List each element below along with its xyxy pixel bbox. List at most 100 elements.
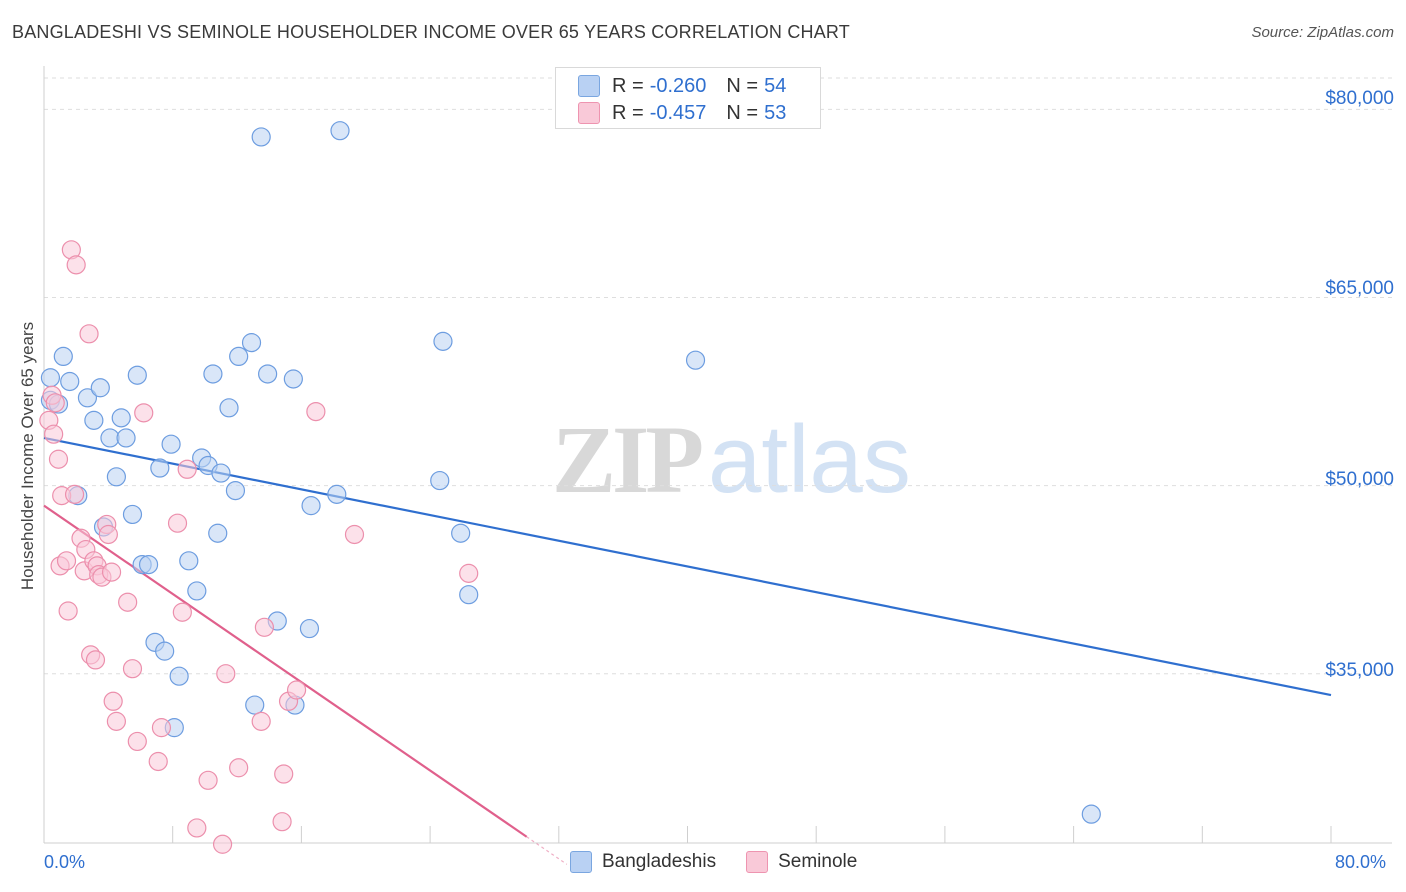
gridlines (44, 77, 1392, 675)
point-bangladeshis (40, 368, 61, 388)
point-seminole (44, 424, 64, 444)
axes (43, 66, 1392, 844)
point-seminole (103, 691, 123, 711)
point-bangladeshis (60, 371, 80, 392)
r-value: -0.260 (649, 74, 707, 97)
point-bangladeshis (138, 554, 159, 575)
point-bangladeshis (258, 364, 278, 384)
point-bangladeshis (111, 408, 131, 428)
y-tick-label-50000: $50,000 (1325, 469, 1394, 490)
point-bangladeshis (327, 484, 347, 504)
point-bangladeshis (116, 428, 136, 448)
point-seminole (187, 818, 207, 838)
point-seminole (272, 812, 292, 832)
point-bangladeshis (208, 523, 228, 543)
data-points (39, 121, 1101, 854)
n-label: N = (726, 101, 759, 124)
point-bangladeshis (219, 398, 239, 418)
point-seminole (229, 758, 249, 778)
point-bangladeshis (283, 369, 303, 389)
blue-swatch (570, 851, 592, 873)
point-bangladeshis (459, 585, 479, 605)
legend-label-seminole: Seminole (778, 851, 858, 872)
point-seminole (79, 324, 99, 344)
point-seminole (251, 711, 271, 731)
y-tick-label-80000: $80,000 (1325, 88, 1394, 109)
point-seminole (48, 449, 69, 469)
point-bangladeshis (187, 581, 207, 601)
point-bangladeshis (211, 463, 231, 483)
legend-item-bangladeshis[interactable]: Bangladeshis (570, 851, 716, 873)
point-seminole (148, 751, 168, 772)
point-seminole (98, 524, 118, 545)
point-seminole (212, 834, 233, 854)
point-seminole (106, 711, 126, 731)
r-label: R = (612, 101, 644, 124)
point-seminole (134, 403, 154, 423)
y-tick-label-65000: $65,000 (1325, 278, 1394, 299)
point-seminole (306, 401, 326, 422)
point-bangladeshis (127, 365, 147, 385)
point-seminole (66, 255, 86, 275)
trend-lines (43, 436, 1332, 865)
point-bangladeshis (251, 127, 271, 147)
point-bangladeshis (155, 641, 175, 661)
point-seminole (127, 731, 147, 752)
legend-row-seminole: R = -0.457 N = 53 (578, 100, 786, 126)
n-value: 53 (764, 101, 787, 124)
pink-swatch (746, 851, 769, 873)
correlation-legend: R = -0.260 N = 54 R = -0.457 N = 53 (555, 67, 821, 129)
point-seminole (85, 650, 106, 670)
point-seminole (58, 601, 78, 621)
point-seminole (216, 664, 236, 684)
point-bangladeshis (161, 434, 181, 454)
point-bangladeshis (169, 666, 189, 686)
point-bangladeshis (150, 458, 170, 478)
point-bangladeshis (685, 350, 706, 370)
point-bangladeshis (100, 428, 120, 448)
point-seminole (118, 592, 138, 612)
point-seminole (64, 484, 85, 504)
point-bangladeshis (330, 121, 350, 141)
point-bangladeshis (179, 551, 199, 571)
source-label: Source: ZipAtlas.com (1251, 24, 1394, 41)
point-bangladeshis (245, 695, 265, 715)
pink-swatch (578, 102, 600, 124)
point-bangladeshis (53, 346, 73, 367)
point-bangladeshis (301, 496, 321, 516)
point-seminole (172, 602, 192, 622)
point-seminole (167, 513, 188, 533)
r-value: -0.457 (649, 101, 707, 124)
trend-line-seminole-extension (526, 836, 568, 865)
point-seminole (459, 563, 479, 583)
blue-swatch (578, 75, 600, 97)
point-bangladeshis (433, 331, 453, 351)
chart-title: BANGLADESHI VS SEMINOLE HOUSEHOLDER INCO… (12, 22, 850, 42)
r-label: R = (612, 74, 644, 97)
point-bangladeshis (225, 480, 246, 501)
x-tick-label-min: 0.0% (44, 852, 86, 872)
legend-item-seminole[interactable]: Seminole (746, 851, 857, 873)
legend-row-bangladeshis: R = -0.260 N = 54 (578, 73, 786, 99)
point-bangladeshis (106, 467, 126, 487)
point-seminole (122, 659, 143, 679)
point-bangladeshis (430, 470, 450, 491)
x-tick-label-max: 80.0% (1335, 852, 1387, 872)
point-seminole (286, 680, 307, 700)
point-seminole (45, 393, 65, 413)
point-seminole (177, 459, 197, 479)
series-legend: Bangladeshis Seminole (570, 851, 887, 873)
n-label: N = (726, 74, 759, 97)
n-value: 54 (764, 74, 787, 97)
point-seminole (151, 718, 172, 738)
point-bangladeshis (90, 378, 110, 398)
point-bangladeshis (203, 364, 223, 384)
point-seminole (274, 764, 294, 784)
point-bangladeshis (1081, 804, 1101, 824)
point-seminole (101, 562, 122, 582)
point-seminole (254, 617, 274, 637)
point-seminole (56, 551, 77, 571)
point-bangladeshis (241, 333, 262, 353)
point-bangladeshis (299, 618, 320, 639)
